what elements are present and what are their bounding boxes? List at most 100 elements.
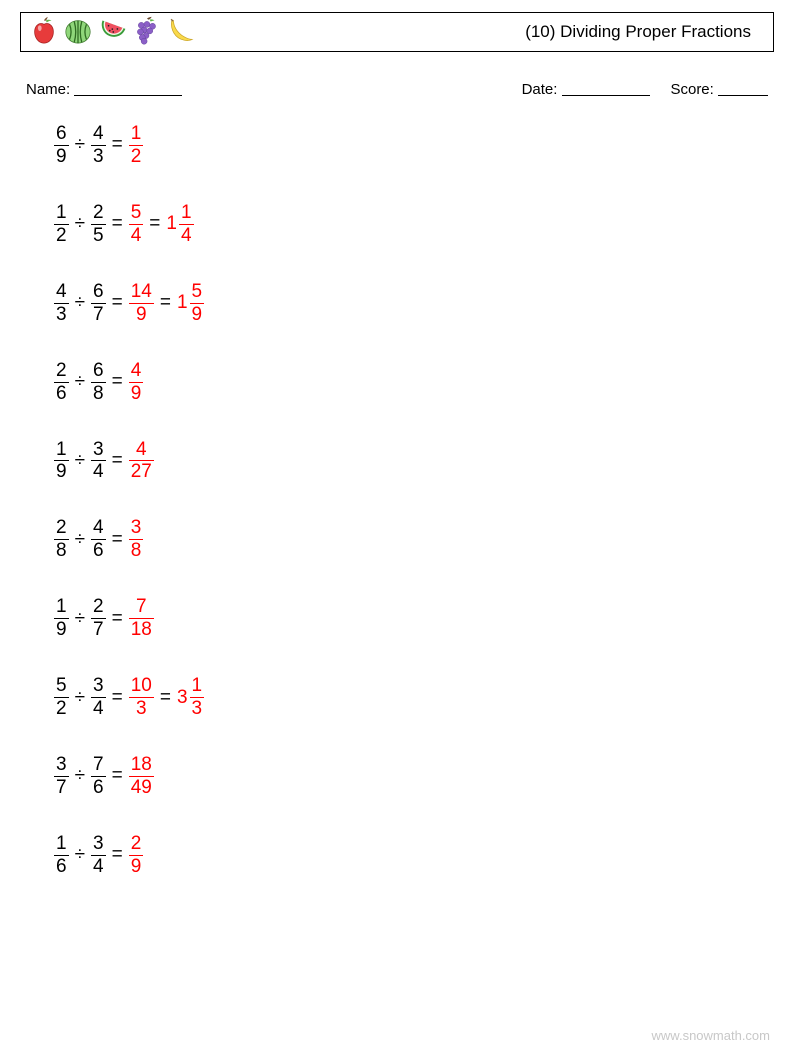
denominator: 8 [54, 541, 69, 561]
numerator: 4 [134, 440, 149, 460]
divide-operator: ÷ [75, 529, 85, 551]
numerator: 3 [91, 676, 106, 696]
equals-sign: = [149, 213, 160, 235]
denominator: 3 [91, 147, 106, 167]
numerator: 7 [91, 755, 106, 775]
apple-icon [29, 15, 59, 50]
denominator: 27 [129, 462, 154, 482]
answer: 718 [129, 597, 154, 640]
divide-operator: ÷ [75, 608, 85, 630]
problem-row: 19÷34=427 [54, 440, 774, 483]
fraction: 76 [91, 755, 106, 798]
fraction: 427 [129, 440, 154, 483]
score-blank[interactable] [718, 82, 768, 96]
date-blank[interactable] [562, 82, 650, 96]
divide-operator: ÷ [75, 371, 85, 393]
numerator: 6 [91, 361, 106, 381]
denominator: 4 [91, 462, 106, 482]
equals-sign: = [160, 292, 171, 314]
denominator: 6 [91, 541, 106, 561]
whole-part: 1 [177, 292, 188, 314]
denominator: 2 [54, 226, 69, 246]
denominator: 18 [129, 620, 154, 640]
denominator: 6 [91, 778, 106, 798]
denominator: 9 [129, 384, 144, 404]
denominator: 9 [190, 305, 205, 325]
denominator: 6 [54, 384, 69, 404]
denominator: 3 [134, 699, 149, 719]
numerator: 5 [190, 282, 205, 302]
numerator: 6 [54, 124, 69, 144]
denominator: 7 [91, 305, 106, 325]
fraction: 27 [91, 597, 106, 640]
denominator: 3 [190, 699, 205, 719]
problem-row: 43÷67=149=159 [54, 282, 774, 325]
divide-operator: ÷ [75, 292, 85, 314]
answer: 38 [129, 518, 144, 561]
numerator: 14 [129, 282, 154, 302]
worksheet-page: (10) Dividing Proper Fractions Name: Dat… [0, 0, 794, 1053]
fraction: 49 [129, 361, 144, 404]
denominator: 6 [54, 857, 69, 877]
fraction: 718 [129, 597, 154, 640]
fraction: 46 [91, 518, 106, 561]
problem-row: 2 8 ÷ 46 = 38 [54, 518, 774, 561]
name-label: Name: [26, 81, 70, 98]
answer: 427 [129, 440, 154, 483]
fraction: 26 [54, 361, 69, 404]
fraction: 43 [91, 124, 106, 167]
answer: 103 [129, 676, 154, 719]
answer: 49 [129, 361, 144, 404]
problem-row: 16÷34=29 [54, 834, 774, 877]
fraction: 12 [54, 203, 69, 246]
grapes-icon [131, 15, 161, 50]
equals-sign: = [112, 844, 123, 866]
numerator: 7 [134, 597, 149, 617]
fraction: 38 [129, 518, 144, 561]
denominator: 4 [91, 699, 106, 719]
fraction: 13 [190, 676, 205, 719]
denominator: 4 [129, 226, 144, 246]
fraction: 37 [54, 755, 69, 798]
numerator: 5 [54, 676, 69, 696]
numerator: 2 [54, 361, 69, 381]
numerator: 2 [54, 518, 69, 538]
fraction: 67 [91, 282, 106, 325]
divide-operator: ÷ [75, 687, 85, 709]
equals-sign: = [112, 529, 123, 551]
equals-sign: = [112, 371, 123, 393]
numerator: 3 [54, 755, 69, 775]
numerator: 1 [179, 203, 194, 223]
numerator: 4 [54, 282, 69, 302]
divide-operator: ÷ [75, 450, 85, 472]
numerator: 1 [190, 676, 205, 696]
fraction: 54 [129, 203, 144, 246]
numerator: 1 [54, 834, 69, 854]
answer: 54 [129, 203, 144, 246]
score-label: Score: [670, 81, 713, 98]
melon-icon [63, 15, 93, 50]
numerator: 5 [129, 203, 144, 223]
fraction: 34 [91, 440, 106, 483]
equals-sign: = [160, 687, 171, 709]
fraction: 149 [129, 282, 154, 325]
denominator: 4 [179, 226, 194, 246]
date-label: Date: [522, 81, 558, 98]
equals-sign: = [112, 213, 123, 235]
info-row: Name: Date: Score: [26, 80, 768, 98]
numerator: 10 [129, 676, 154, 696]
numerator: 1 [54, 597, 69, 617]
denominator: 9 [134, 305, 149, 325]
worksheet-title: (10) Dividing Proper Fractions [525, 22, 765, 42]
denominator: 3 [54, 305, 69, 325]
problem-row: 12÷25=54=114 [54, 203, 774, 246]
fraction: 19 [54, 597, 69, 640]
name-blank[interactable] [74, 82, 182, 96]
denominator: 5 [91, 226, 106, 246]
fraction: 59 [190, 282, 205, 325]
divide-operator: ÷ [75, 765, 85, 787]
equals-sign: = [112, 687, 123, 709]
numerator: 3 [129, 518, 144, 538]
fraction: 29 [129, 834, 144, 877]
numerator: 1 [129, 124, 144, 144]
